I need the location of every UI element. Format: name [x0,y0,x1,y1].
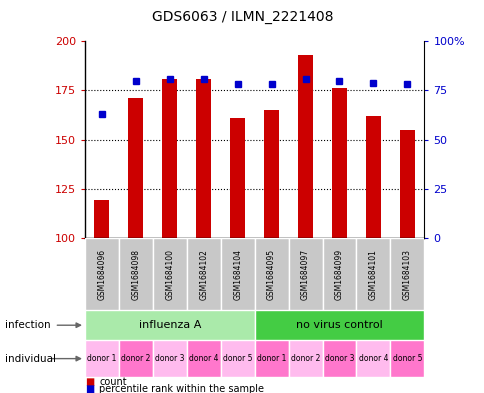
Text: donor 4: donor 4 [358,354,387,363]
Bar [322,340,356,377]
Text: donor 1: donor 1 [87,354,116,363]
Bar [220,340,254,377]
Text: count: count [99,377,127,387]
Bar [85,238,119,310]
Text: donor 3: donor 3 [324,354,353,363]
Text: donor 2: donor 2 [121,354,150,363]
Bar [94,200,109,238]
Text: GSM1684103: GSM1684103 [402,249,411,299]
Text: ■: ■ [85,384,94,393]
Bar [152,238,186,310]
Bar [390,340,424,377]
Bar [229,118,245,238]
Text: GSM1684099: GSM1684099 [334,248,343,300]
Text: influenza A: influenza A [138,320,200,330]
Text: donor 4: donor 4 [189,354,218,363]
Bar [399,130,414,238]
Text: GSM1684096: GSM1684096 [97,248,106,300]
Text: donor 5: donor 5 [392,354,421,363]
Bar [390,238,424,310]
Text: GSM1684102: GSM1684102 [199,249,208,299]
Text: donor 3: donor 3 [155,354,184,363]
Bar [254,310,424,340]
Text: donor 5: donor 5 [223,354,252,363]
Bar [331,88,347,238]
Text: GSM1684104: GSM1684104 [233,249,242,299]
Bar [288,340,322,377]
Bar [322,238,356,310]
Bar [288,238,322,310]
Text: percentile rank within the sample: percentile rank within the sample [99,384,264,393]
Text: GSM1684098: GSM1684098 [131,249,140,299]
Text: GDS6063 / ILMN_2221408: GDS6063 / ILMN_2221408 [151,10,333,24]
Bar [128,98,143,238]
Text: ■: ■ [85,377,94,387]
Text: donor 2: donor 2 [290,354,319,363]
Text: infection: infection [5,320,50,330]
Bar [365,116,380,238]
Text: no virus control: no virus control [296,320,382,330]
Bar [186,238,220,310]
Bar [356,238,390,310]
Bar [119,238,152,310]
Bar [263,110,279,238]
Bar [85,340,119,377]
Bar [356,340,390,377]
Bar [162,79,177,238]
Text: GSM1684100: GSM1684100 [165,249,174,299]
Bar [196,79,211,238]
Bar [85,310,254,340]
Bar [186,340,220,377]
Text: donor 1: donor 1 [257,354,286,363]
Bar [152,340,186,377]
Bar [119,340,152,377]
Text: GSM1684101: GSM1684101 [368,249,377,299]
Bar [254,340,288,377]
Bar [220,238,254,310]
Text: GSM1684095: GSM1684095 [267,248,275,300]
Text: individual: individual [5,354,56,364]
Bar [254,238,288,310]
Text: GSM1684097: GSM1684097 [301,248,309,300]
Bar [297,55,313,238]
